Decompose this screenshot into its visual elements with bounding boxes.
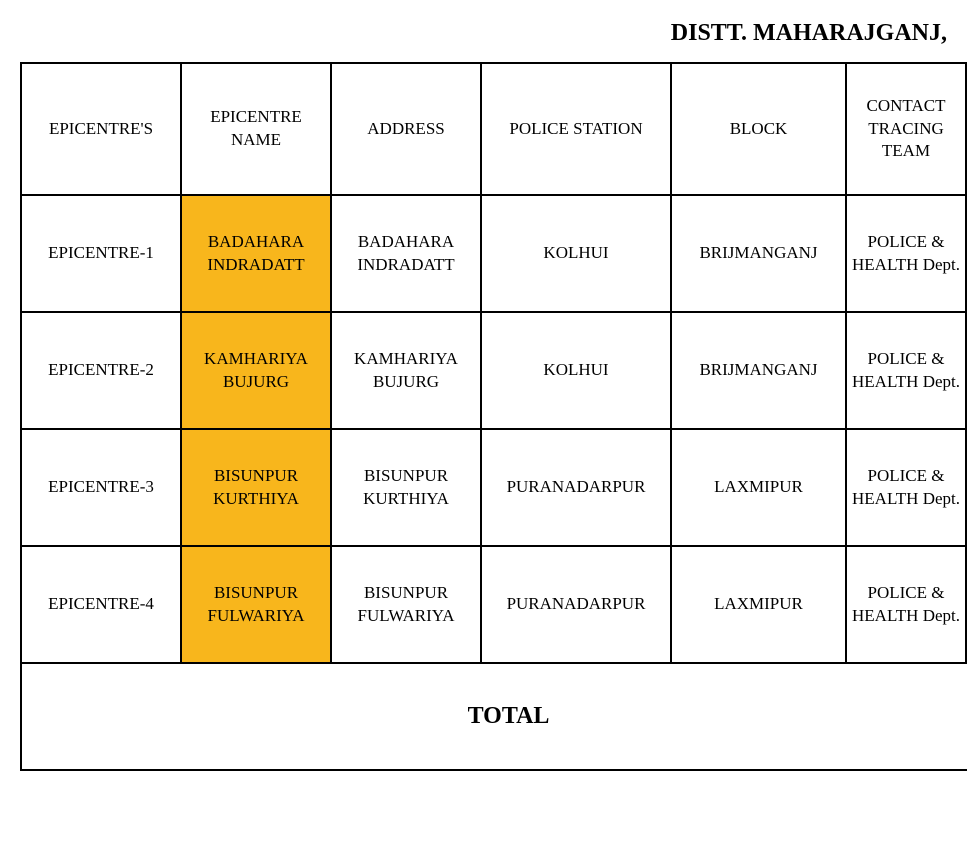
col-epicentre-name: EPICENTRE NAME — [181, 63, 331, 195]
epicentre-table: EPICENTRE'S EPICENTRE NAME ADDRESS POLIC… — [20, 62, 967, 771]
col-block: BLOCK — [671, 63, 846, 195]
cell-police-station: PURANADARPUR — [481, 546, 671, 663]
table-row: EPICENTRE-1 BADAHARA INDRADATT BADAHARA … — [21, 195, 967, 312]
cell-epicentre-id: EPICENTRE-3 — [21, 429, 181, 546]
cell-block: BRIJMANGANJ — [671, 312, 846, 429]
cell-contact-tracing: POLICE & HEALTH Dept. — [846, 312, 966, 429]
col-contact-tracing-team: CONTACT TRACING TEAM — [846, 63, 966, 195]
cell-epicentre-name: BISUNPUR KURTHIYA — [181, 429, 331, 546]
cell-epicentre-name: KAMHARIYA BUJURG — [181, 312, 331, 429]
cell-address: BADAHARA INDRADATT — [331, 195, 481, 312]
cell-address: BISUNPUR KURTHIYA — [331, 429, 481, 546]
table-total-row: TOTAL — [21, 663, 967, 770]
cell-epicentre-id: EPICENTRE-1 — [21, 195, 181, 312]
cell-block: LAXMIPUR — [671, 429, 846, 546]
cell-block: LAXMIPUR — [671, 546, 846, 663]
col-address: ADDRESS — [331, 63, 481, 195]
table-row: EPICENTRE-2 KAMHARIYA BUJURG KAMHARIYA B… — [21, 312, 967, 429]
cell-epicentre-name: BISUNPUR FULWARIYA — [181, 546, 331, 663]
table-row: EPICENTRE-4 BISUNPUR FULWARIYA BISUNPUR … — [21, 546, 967, 663]
page-title: DISTT. MAHARAJGANJ, — [20, 20, 947, 47]
cell-epicentre-name: BADAHARA INDRADATT — [181, 195, 331, 312]
cell-block: BRIJMANGANJ — [671, 195, 846, 312]
cell-police-station: KOLHUI — [481, 195, 671, 312]
col-epicentres: EPICENTRE'S — [21, 63, 181, 195]
table-row: EPICENTRE-3 BISUNPUR KURTHIYA BISUNPUR K… — [21, 429, 967, 546]
cell-contact-tracing: POLICE & HEALTH Dept. — [846, 195, 966, 312]
cell-epicentre-id: EPICENTRE-2 — [21, 312, 181, 429]
cell-address: BISUNPUR FULWARIYA — [331, 546, 481, 663]
table-header-row: EPICENTRE'S EPICENTRE NAME ADDRESS POLIC… — [21, 63, 967, 195]
cell-police-station: KOLHUI — [481, 312, 671, 429]
cell-police-station: PURANADARPUR — [481, 429, 671, 546]
cell-contact-tracing: POLICE & HEALTH Dept. — [846, 429, 966, 546]
cell-contact-tracing: POLICE & HEALTH Dept. — [846, 546, 966, 663]
total-label: TOTAL — [21, 663, 967, 770]
col-police-station: POLICE STATION — [481, 63, 671, 195]
cell-epicentre-id: EPICENTRE-4 — [21, 546, 181, 663]
cell-address: KAMHARIYA BUJURG — [331, 312, 481, 429]
